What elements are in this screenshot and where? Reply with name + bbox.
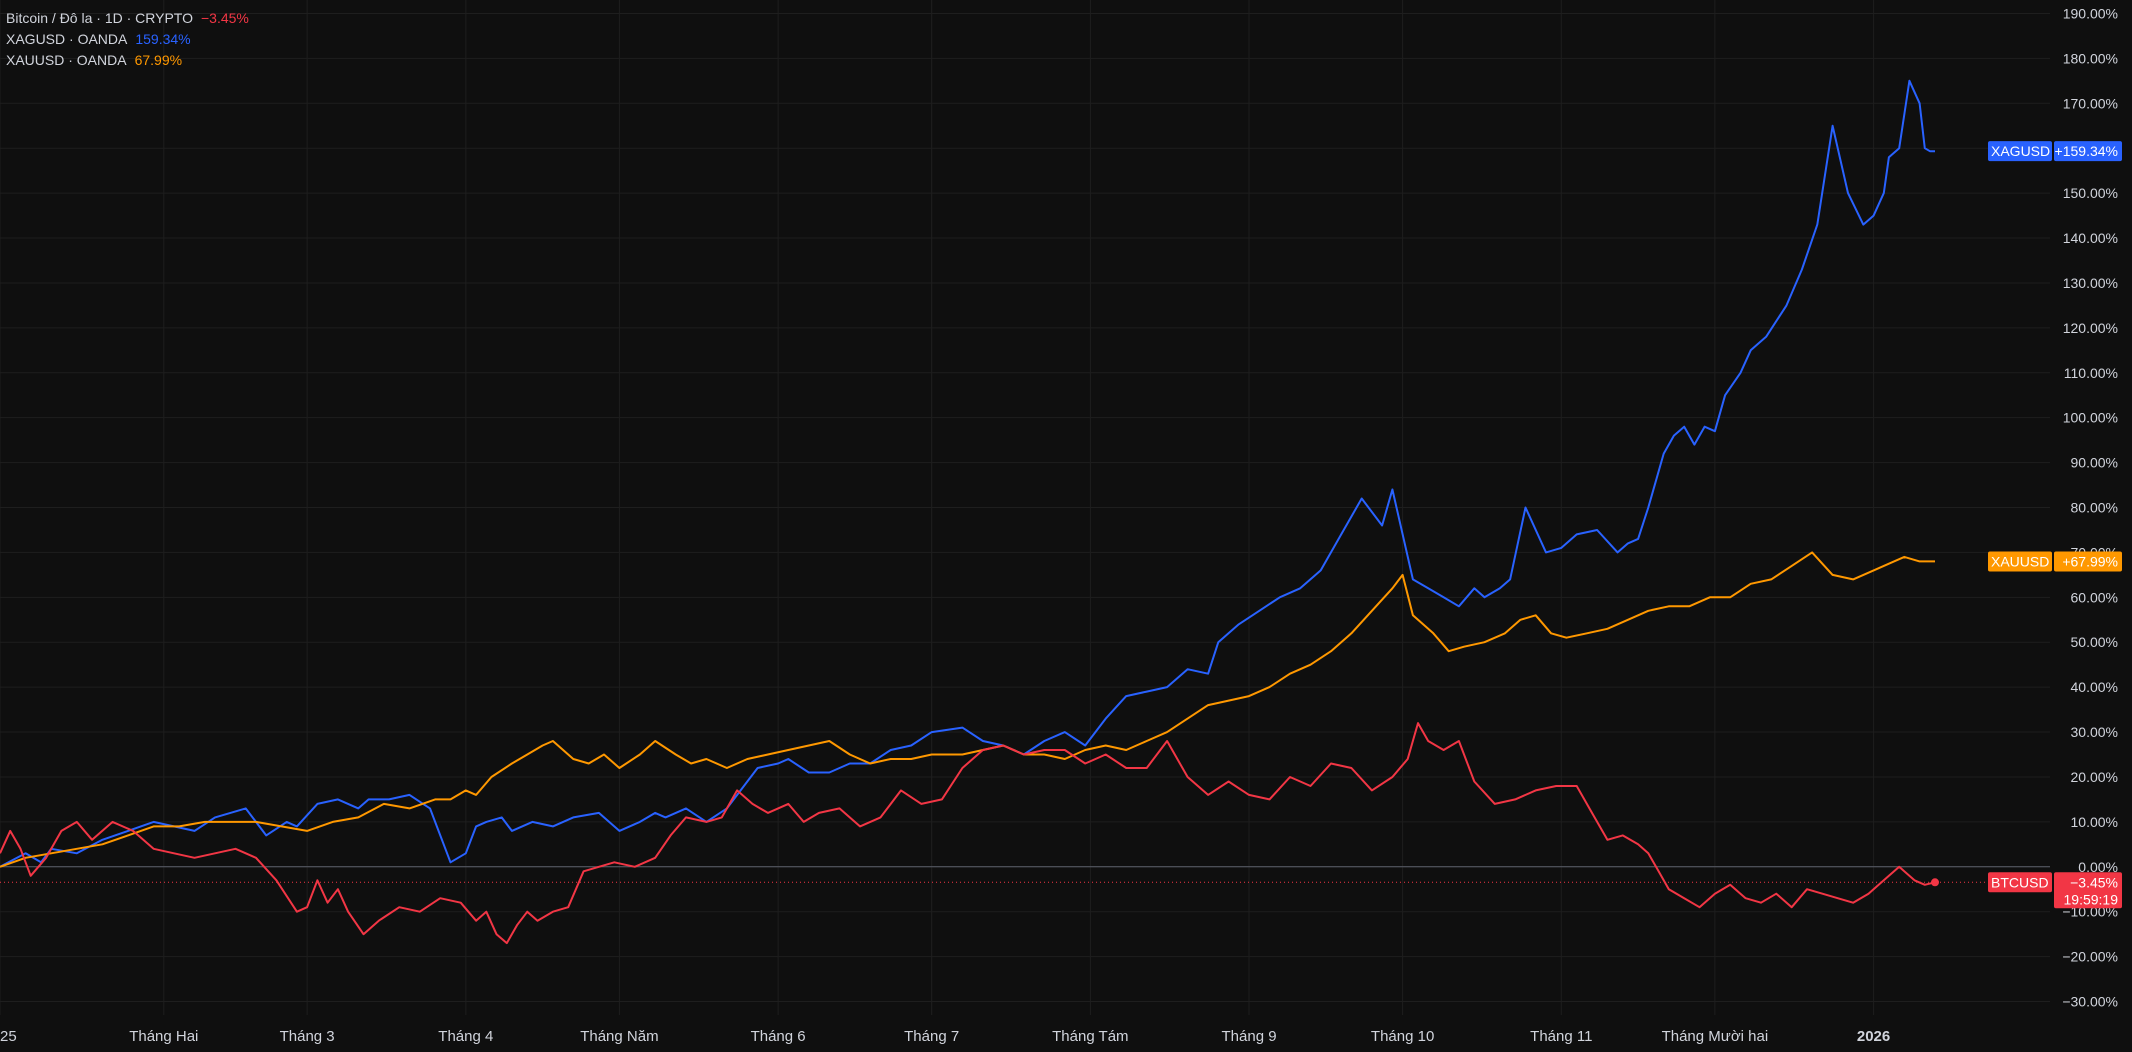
y-tick-label: 40.00% [2071, 679, 2118, 695]
y-tick-label: −30.00% [2062, 994, 2118, 1010]
y-tick-label: 30.00% [2071, 724, 2118, 740]
price-tag-xag: XAGUSD +159.34% [1988, 141, 2122, 162]
price-tag-name-bg [1988, 872, 2052, 893]
x-tick-label: Tháng 7 [904, 1028, 959, 1045]
y-tick-label: 100.00% [2063, 410, 2118, 426]
x-axis: 25 Tháng Hai Tháng 3 Tháng 4 Tháng Năm Tháng … [0, 1028, 1890, 1045]
x-tick-label: Tháng 4 [438, 1028, 493, 1045]
price-tag-name: XAGUSD [1991, 143, 2050, 159]
series-line-xag [0, 79, 1935, 868]
price-tag-value-bg [2054, 551, 2122, 572]
price-tag-value-bg [2054, 872, 2122, 909]
x-tick-label: 25 [0, 1028, 17, 1045]
y-tick-label: 110.00% [2064, 365, 2118, 381]
x-tick-label: Tháng Hai [129, 1028, 198, 1045]
y-tick-label: 150.00% [2063, 185, 2118, 201]
x-tick-label: Tháng 10 [1371, 1028, 1434, 1045]
legend-btc-value: −3.45% [200, 10, 249, 26]
price-tag-name-bg [1988, 141, 2052, 162]
y-tick-label: 50.00% [2071, 634, 2118, 650]
price-tag-btc: BTCUSD −3.45%19:59:19 [1988, 872, 2122, 909]
x-tick-label: Tháng 3 [280, 1028, 335, 1045]
y-tick-label: 60.00% [2071, 589, 2118, 605]
legend-xau-name: XAUUSD · OANDA [6, 52, 127, 68]
price-tag-name: XAUUSD [1991, 553, 2049, 569]
series-line-btc [0, 722, 1936, 945]
price-tag-countdown: 19:59:19 [2064, 891, 2119, 907]
x-tick-label: Tháng Mười hai [1662, 1028, 1769, 1045]
x-tick-label: Tháng 11 [1530, 1028, 1592, 1045]
legend-item-btcusd[interactable]: Bitcoin / Đô la · 1D · CRYPTO −3.45% [6, 8, 249, 29]
x-tick-label: Tháng 9 [1222, 1028, 1277, 1045]
y-tick-label: 90.00% [2071, 455, 2118, 471]
series-line-xau [0, 551, 1935, 868]
price-tag-value: +67.99% [2062, 553, 2118, 569]
series-layer [0, 79, 2050, 945]
price-tag-value-bg [2054, 141, 2122, 162]
legend-btc-name: Bitcoin / Đô la · 1D · CRYPTO [6, 10, 193, 26]
grid [0, 0, 2050, 1015]
y-tick-label: 0.00% [2078, 859, 2118, 875]
x-tick-label: 2026 [1857, 1028, 1890, 1045]
price-tags: XAGUSD +159.34%XAUUSD +67.99%BTCUSD −3.45%1… [1988, 141, 2122, 909]
legend-xag-name: XAGUSD · OANDA [6, 31, 128, 47]
x-tick-label: Tháng Năm [580, 1028, 658, 1045]
price-tag-xau: XAUUSD +67.99% [1988, 551, 2122, 572]
y-tick-label: 80.00% [2071, 500, 2118, 516]
y-tick-label: 120.00% [2063, 320, 2118, 336]
y-tick-label: 20.00% [2071, 769, 2118, 785]
y-tick-label: 140.00% [2063, 230, 2118, 246]
y-tick-label: 170.00% [2063, 95, 2118, 111]
btc-last-point [1931, 878, 1939, 887]
price-tag-value: −3.45% [2070, 874, 2118, 890]
y-tick-label: 190.00% [2063, 5, 2118, 21]
x-tick-label: Tháng Tám [1052, 1028, 1128, 1045]
x-tick-label: Tháng 6 [751, 1028, 806, 1045]
legend: Bitcoin / Đô la · 1D · CRYPTO −3.45% XAGU… [6, 8, 249, 71]
y-tick-label: 180.00% [2063, 50, 2118, 66]
legend-item-xagusd[interactable]: XAGUSD · OANDA 159.34% [6, 29, 249, 50]
price-tag-name-bg [1988, 551, 2052, 572]
y-tick-label: −20.00% [2062, 949, 2118, 965]
price-tag-value: +159.34% [2055, 143, 2118, 159]
legend-xag-value: 159.34% [135, 31, 191, 47]
y-tick-label: 130.00% [2063, 275, 2118, 291]
legend-xau-value: 67.99% [134, 52, 183, 68]
y-tick-label: 10.00% [2071, 814, 2118, 830]
price-tag-name: BTCUSD [1991, 874, 2049, 890]
legend-item-xauusd[interactable]: XAUUSD · OANDA 67.99% [6, 50, 249, 71]
